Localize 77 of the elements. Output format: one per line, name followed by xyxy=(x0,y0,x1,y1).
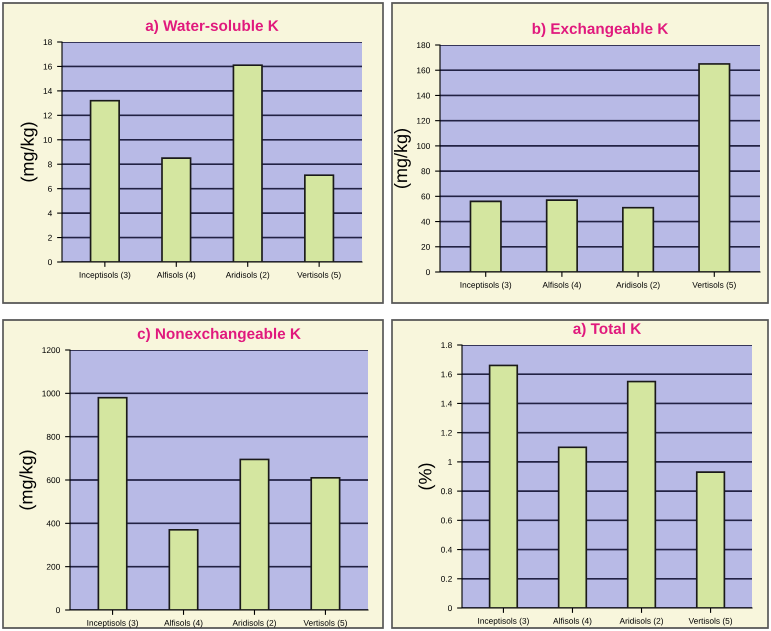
y-axis-title: (mg/kg) xyxy=(394,129,411,188)
bar xyxy=(696,471,726,608)
x-tick-label: Alfisols (4) xyxy=(542,282,581,290)
bar xyxy=(546,199,578,272)
y-axis-title: (mg/kg) xyxy=(19,450,36,510)
x-tick-label: Aridisols (2) xyxy=(226,272,270,280)
chart-title: a) Total K xyxy=(573,322,642,338)
x-tick-label: Inceptisols (3) xyxy=(80,272,130,280)
y-tick-label: 0 xyxy=(448,605,452,612)
x-tick-label: Vertisols (5) xyxy=(297,272,341,280)
y-tick-label: 4 xyxy=(48,210,52,216)
y-tick-label: 1200 xyxy=(42,347,60,354)
y-tick-label: 60 xyxy=(421,194,430,200)
y-tick-label: 400 xyxy=(46,520,60,526)
bar xyxy=(488,364,518,608)
bar xyxy=(622,206,654,272)
y-tick-label: 2 xyxy=(48,234,52,241)
y-tick-label: 140 xyxy=(417,92,430,99)
y-tick-label: 0.6 xyxy=(441,518,452,524)
y-tick-label: 160 xyxy=(417,67,430,74)
x-tick-label: Aridisols (2) xyxy=(620,618,664,626)
y-tick-label: 14 xyxy=(44,88,52,94)
y-tick-label: 1.2 xyxy=(441,430,452,436)
bar xyxy=(698,63,730,272)
y-tick-label: 0 xyxy=(56,607,60,614)
x-tick-label: Inceptisols (3) xyxy=(87,620,138,628)
bar xyxy=(239,458,270,610)
chart-title: c) Nonexchangeable K xyxy=(138,328,301,342)
y-tick-label: 0 xyxy=(48,259,52,266)
y-tick-label: 1.6 xyxy=(441,371,452,378)
x-tick-label: Vertisols (5) xyxy=(692,282,736,290)
y-tick-label: 1.8 xyxy=(441,342,452,348)
x-tick-label: Aridisols (2) xyxy=(232,620,276,628)
y-tick-label: 1000 xyxy=(42,390,60,396)
y-tick-label: 800 xyxy=(46,434,60,440)
bar xyxy=(558,446,588,608)
x-tick-label: Aridisols (2) xyxy=(616,282,660,290)
y-tick-label: 40 xyxy=(421,218,430,225)
x-tick-label: Alfisols (4) xyxy=(553,618,592,626)
y-tick-label: 1.4 xyxy=(441,400,452,406)
y-tick-label: 16 xyxy=(44,64,52,70)
y-tick-label: 100 xyxy=(417,143,430,149)
bar xyxy=(161,157,192,262)
y-tick-label: 600 xyxy=(46,477,60,484)
bar xyxy=(90,100,120,262)
chart-title: a) Water-soluble K xyxy=(146,20,279,34)
x-tick-label: Vertisols (5) xyxy=(688,618,732,626)
y-tick-label: 80 xyxy=(421,168,430,174)
x-tick-label: Inceptisols (3) xyxy=(460,282,512,290)
y-tick-label: 120 xyxy=(417,118,430,124)
y-tick-label: 180 xyxy=(417,42,430,48)
bar xyxy=(310,477,340,610)
y-tick-label: 0.4 xyxy=(441,546,452,553)
bar xyxy=(232,64,263,262)
bar xyxy=(626,380,656,608)
x-tick-label: Vertisols (5) xyxy=(303,620,347,628)
x-tick-label: Inceptisols (3) xyxy=(478,618,529,626)
y-tick-label: 8 xyxy=(48,161,52,168)
y-axis-title: (mg/kg) xyxy=(20,122,38,182)
y-tick-label: 10 xyxy=(44,136,52,143)
y-tick-label: 0.8 xyxy=(441,488,452,494)
y-tick-label: 18 xyxy=(44,39,52,46)
bar xyxy=(168,529,199,610)
y-tick-label: 20 xyxy=(421,244,430,250)
y-tick-label: 1 xyxy=(448,459,452,465)
y-tick-label: 6 xyxy=(48,186,52,192)
y-tick-label: 200 xyxy=(46,564,60,570)
y-tick-label: 0.2 xyxy=(441,576,452,582)
y-tick-label: 0 xyxy=(426,269,430,276)
x-tick-label: Alfisols (4) xyxy=(156,272,196,280)
bar xyxy=(304,174,334,262)
chart-title: b) Exchangeable K xyxy=(532,22,668,38)
y-tick-label: 12 xyxy=(44,112,52,118)
y-axis-title: (%) xyxy=(418,464,436,490)
bar xyxy=(470,200,502,272)
bar xyxy=(98,396,128,610)
x-tick-label: Alfisols (4) xyxy=(164,620,202,628)
